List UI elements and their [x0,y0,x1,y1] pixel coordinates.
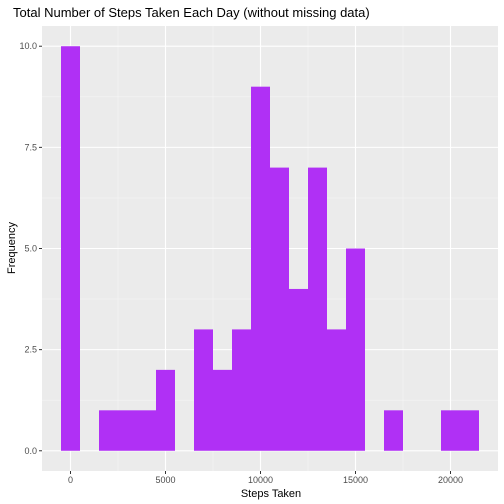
histogram-bar [99,410,118,451]
histogram-bar [460,410,479,451]
histogram-bar [251,86,270,451]
y-axis-title: Frequency [6,222,18,274]
histogram-bars [61,46,479,451]
histogram-bar [346,248,365,451]
chart-title: Total Number of Steps Taken Each Day (wi… [13,5,370,20]
histogram-bar [308,167,327,451]
y-tick-label: 0.0 [24,446,37,456]
y-tick-label: 5.0 [24,244,37,254]
y-tick-label: 7.5 [24,142,37,152]
histogram-bar [270,167,289,451]
x-tick-label: 10000 [248,475,273,485]
histogram-bar [384,410,403,451]
x-axis-ticks: 0 5000 10000 15000 20000 [68,471,463,485]
histogram-bar [156,369,175,451]
x-tick-label: 20000 [438,475,463,485]
histogram-bar [289,288,308,451]
x-tick-label: 5000 [155,475,175,485]
histogram-bar [118,410,137,451]
x-tick-label: 0 [68,475,73,485]
y-tick-label: 2.5 [24,345,37,355]
y-axis-ticks: 0.0 2.5 5.0 7.5 10.0 [19,41,42,456]
histogram-bar [441,410,460,451]
histogram-bar [327,329,346,451]
histogram-bar [137,410,156,451]
histogram-bar [61,46,80,451]
histogram-bar [194,329,213,451]
x-axis-title: Steps Taken [241,488,301,500]
y-tick-label: 10.0 [19,41,37,51]
x-tick-label: 15000 [343,475,368,485]
histogram-bar [232,329,251,451]
histogram-bar [213,369,232,451]
